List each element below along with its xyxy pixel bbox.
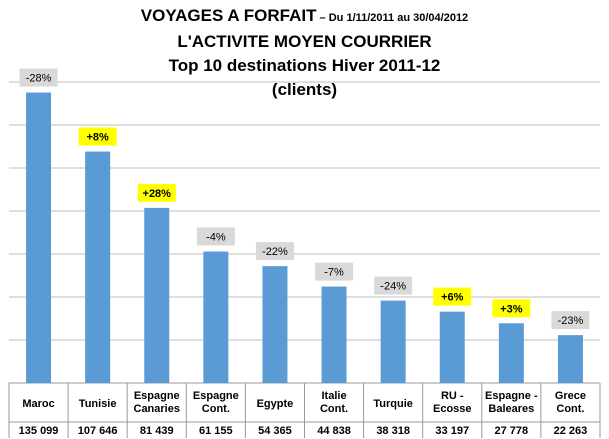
value-label: 22 263	[554, 425, 588, 437]
category-label: Tunisie	[79, 398, 117, 410]
change-label: -22%	[262, 246, 288, 258]
category-label: Egypte	[257, 398, 294, 410]
value-label: 81 439	[140, 425, 174, 437]
change-label: -24%	[380, 281, 406, 293]
change-label: -23%	[558, 315, 584, 327]
change-badge	[255, 242, 294, 261]
value-label: 27 778	[495, 425, 529, 437]
value-label: 135 099	[19, 425, 59, 437]
change-label: +28%	[143, 188, 172, 200]
change-label: -7%	[324, 267, 344, 279]
chart-title-line3: Top 10 destinations Hiver 2011-12	[168, 56, 441, 75]
bar	[144, 207, 170, 383]
category-label: Turquie	[373, 398, 413, 410]
bar	[321, 286, 347, 383]
category-label: Grece Cont.	[555, 390, 586, 415]
change-badge	[551, 311, 590, 330]
category-label: Espagne -Baleares	[485, 390, 538, 415]
change-badge	[137, 183, 176, 202]
chart-title-period: – Du 1/11/2011 au 30/04/2012	[316, 12, 469, 24]
change-label: +8%	[86, 132, 109, 144]
change-badge	[196, 227, 235, 246]
category-label: Maroc	[22, 398, 54, 410]
change-badge	[315, 262, 354, 281]
change-label: +6%	[441, 292, 464, 304]
change-label: +3%	[500, 303, 523, 315]
value-label: 54 365	[258, 425, 292, 437]
change-label: -4%	[206, 232, 226, 244]
bar	[203, 251, 229, 383]
bar	[26, 92, 52, 384]
chart-title-main: VOYAGES A FORFAIT	[140, 6, 317, 25]
change-badge	[433, 287, 472, 306]
bar	[380, 300, 406, 383]
bar	[557, 335, 583, 383]
bar	[439, 311, 465, 383]
category-label: RU -Ecosse	[433, 390, 472, 415]
bar	[498, 323, 524, 383]
value-label: 107 646	[78, 425, 118, 437]
change-badge	[374, 276, 413, 295]
value-label: 38 318	[376, 425, 410, 437]
value-label: 61 155	[199, 425, 233, 437]
change-badge	[19, 68, 58, 87]
chart-title-line2: L'ACTIVITE MOYEN COURRIER	[177, 32, 432, 51]
category-label: Espagne Canaries	[134, 390, 180, 415]
bar	[262, 266, 288, 383]
bar	[85, 151, 111, 383]
change-badge	[492, 299, 531, 318]
value-label: 44 838	[317, 425, 351, 437]
value-label: 33 197	[435, 425, 469, 437]
category-label: Italie Cont.	[320, 390, 348, 415]
chart-title-line4: (clients)	[271, 80, 338, 99]
chart-title-line1: VOYAGES A FORFAIT – Du 1/11/2011 au 30/0…	[0, 6, 609, 26]
category-label: Espagne Cont.	[193, 390, 239, 415]
change-badge	[78, 127, 117, 146]
change-label: -28%	[26, 73, 52, 85]
